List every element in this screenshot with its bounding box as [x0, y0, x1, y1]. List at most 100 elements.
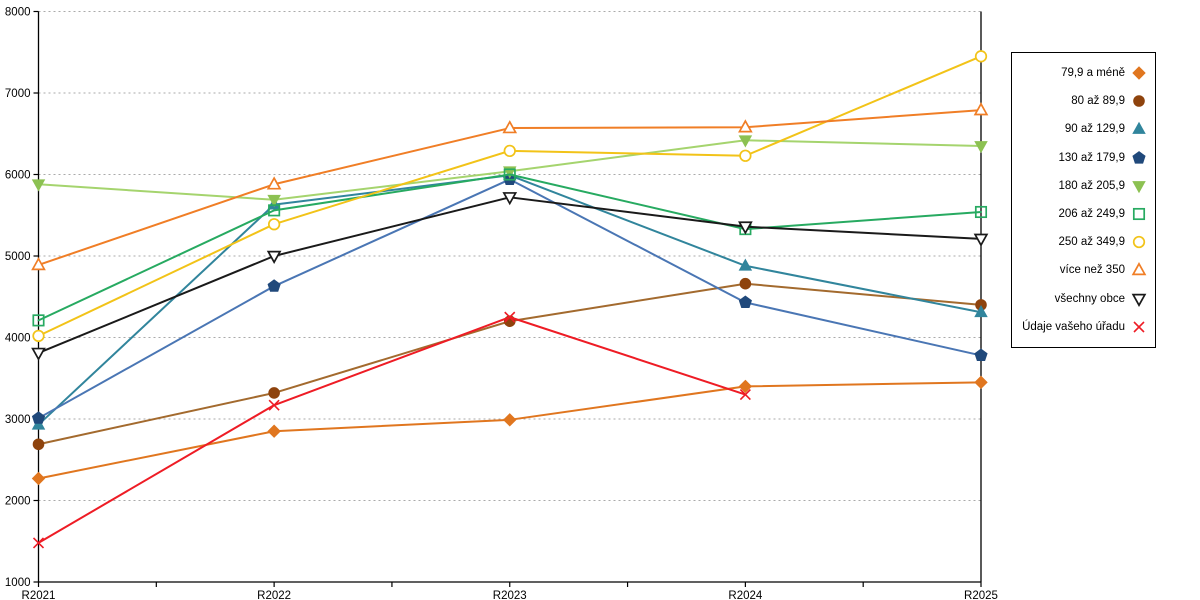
data-point-marker	[1131, 293, 1147, 307]
legend-item-label: 206 až 249,9	[1058, 208, 1125, 221]
legend-item: 180 až 205,9	[1016, 178, 1147, 194]
data-point-marker	[32, 329, 45, 343]
data-point-marker	[738, 258, 753, 271]
legend-item-label: Údaje vašeho úřadu	[1022, 320, 1125, 333]
series-3	[31, 172, 988, 424]
pentagon-legend-marker-icon	[1132, 150, 1146, 164]
legend-item: více než 350	[1016, 262, 1147, 278]
x-tick-label: R2024	[728, 590, 762, 600]
triangle-down-legend-marker-icon	[1131, 293, 1147, 307]
data-point-marker	[974, 141, 988, 154]
legend-item-label: 250 až 349,9	[1058, 236, 1125, 249]
legend-item-label: 80 až 89,9	[1071, 95, 1125, 108]
y-tick-label: 3000	[5, 414, 31, 426]
legend-item: 79,9 a méně	[1016, 65, 1147, 81]
series-line	[37, 109, 982, 266]
series-7	[31, 102, 989, 271]
legend-item-label: 180 až 205,9	[1058, 179, 1125, 192]
data-point-marker	[1132, 207, 1146, 221]
data-point-marker	[31, 417, 46, 430]
legend-item-label: 130 až 179,9	[1058, 151, 1125, 164]
data-point-marker	[31, 411, 46, 424]
legend-item: 80 až 89,9	[1016, 93, 1147, 109]
square-legend-marker-icon	[1132, 207, 1146, 221]
data-point-marker	[503, 168, 516, 181]
data-point-marker	[738, 221, 753, 235]
data-point-marker	[503, 144, 516, 158]
data-point-marker	[32, 438, 45, 451]
circle-legend-marker-icon	[1133, 95, 1145, 108]
y-tick-label: 1000	[5, 577, 31, 589]
triangle-down-legend-marker-icon	[1132, 180, 1146, 194]
y-tick-label: 6000	[5, 170, 31, 182]
series-line	[37, 173, 982, 322]
data-point-marker	[738, 295, 752, 309]
data-point-marker	[31, 471, 46, 486]
data-point-marker	[504, 311, 516, 323]
data-point-marker	[974, 348, 988, 362]
series-line	[37, 196, 982, 354]
legend-item: 206 až 249,9	[1016, 206, 1147, 222]
data-point-marker	[266, 176, 282, 190]
data-point-marker	[31, 347, 46, 361]
series-9	[32, 311, 751, 549]
data-point-marker	[266, 250, 282, 264]
legend-item: 130 až 179,9	[1016, 150, 1147, 166]
data-point-marker	[502, 120, 518, 134]
data-point-marker	[1133, 95, 1145, 108]
data-point-marker	[973, 233, 989, 247]
legend-item: Údaje vašeho úřadu	[1016, 319, 1147, 335]
circle-legend-marker-icon	[1132, 236, 1146, 249]
data-point-marker	[268, 387, 280, 399]
x-legend-marker-icon	[1133, 321, 1145, 333]
series-4	[31, 135, 988, 207]
data-point-marker	[267, 424, 281, 438]
chart-legend: 79,9 a méně 80 až 89,9 90 až 129,9 130 až 1…	[1011, 52, 1156, 348]
data-point-marker	[973, 102, 989, 116]
y-tick-label: 2000	[5, 496, 31, 508]
y-tick-label: 7000	[5, 88, 31, 100]
data-point-marker	[738, 119, 753, 133]
data-point-marker	[974, 375, 988, 390]
triangle-up-legend-marker-icon	[1132, 122, 1146, 135]
y-tick-label: 5000	[5, 251, 31, 263]
data-point-marker	[32, 537, 45, 549]
data-point-marker	[1132, 150, 1146, 164]
legend-item: 90 až 129,9	[1016, 121, 1147, 137]
x-tick-label: R2023	[493, 590, 527, 600]
series-line	[37, 381, 982, 480]
data-point-marker	[1132, 180, 1146, 194]
series-line	[37, 174, 982, 426]
series-6	[32, 50, 988, 343]
data-point-marker	[739, 388, 751, 401]
legend-item-label: 79,9 a méně	[1061, 67, 1125, 80]
y-tick-label: 8000	[5, 7, 31, 19]
data-point-marker	[974, 50, 988, 63]
y-tick-label: 4000	[5, 333, 31, 345]
data-point-marker	[1132, 122, 1146, 135]
data-point-marker	[502, 192, 518, 206]
series-5	[32, 168, 988, 327]
legend-item: 250 až 349,9	[1016, 234, 1147, 250]
data-point-marker	[974, 305, 988, 318]
data-point-marker	[31, 257, 46, 271]
data-point-marker	[1132, 66, 1146, 80]
series-2	[31, 168, 988, 430]
triangle-up-legend-marker-icon	[1131, 262, 1147, 276]
series-0	[31, 375, 988, 486]
data-point-marker	[267, 218, 281, 231]
legend-item: všechny obce	[1016, 291, 1147, 307]
data-point-marker	[31, 179, 46, 192]
data-point-marker	[738, 135, 753, 148]
data-point-marker	[268, 399, 280, 411]
legend-item-label: více než 350	[1059, 264, 1125, 277]
series-1	[32, 277, 987, 451]
legend-item-label: všechny obce	[1054, 292, 1125, 305]
x-tick-label: R2021	[22, 590, 56, 600]
data-point-marker	[503, 413, 517, 427]
data-point-marker	[1133, 321, 1145, 333]
data-point-marker	[739, 277, 752, 290]
data-point-marker	[1132, 236, 1146, 249]
